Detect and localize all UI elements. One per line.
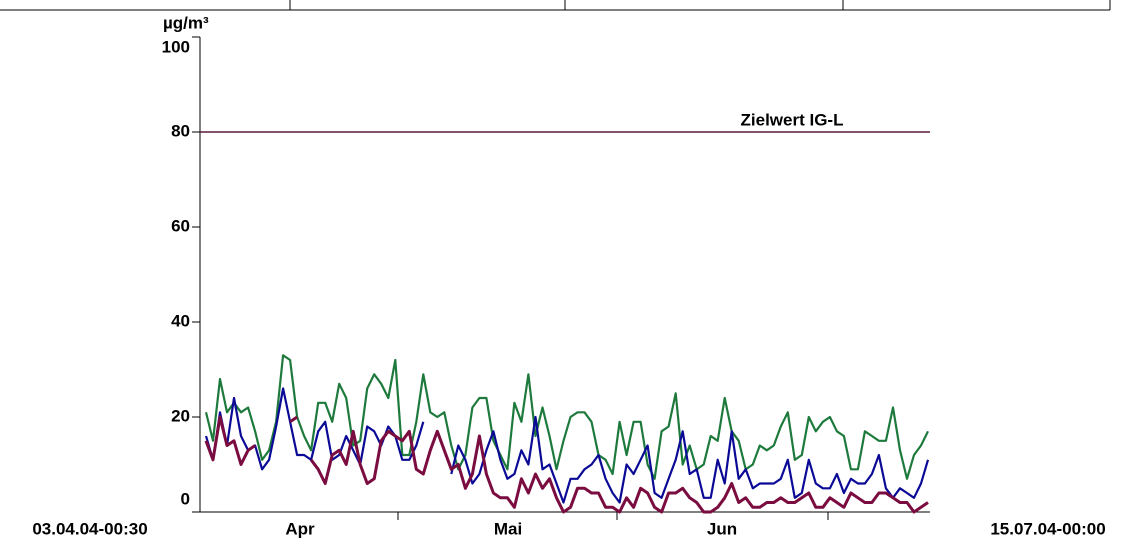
end-label: 15.07.04-00:00 (990, 519, 1105, 538)
y-tick-label: 100 (162, 37, 190, 56)
y-tick-label: 40 (171, 311, 190, 330)
month-label: Apr (285, 519, 315, 538)
y-tick-label: 20 (171, 406, 190, 425)
series-line (204, 387, 930, 504)
y-unit: µg/m³ (163, 13, 209, 32)
month-label: Mai (494, 519, 522, 538)
series-line (204, 415, 929, 514)
series-line (204, 354, 929, 480)
start-label: 03.04.04-00:30 (32, 519, 147, 538)
reference-label: Zielwert IG-L (741, 110, 844, 129)
month-label: Jun (707, 519, 737, 538)
y-tick-label: 60 (171, 216, 190, 235)
top-table (0, 0, 1111, 11)
y-tick-label: 0 (181, 489, 190, 508)
y-tick-label: 80 (171, 121, 190, 140)
